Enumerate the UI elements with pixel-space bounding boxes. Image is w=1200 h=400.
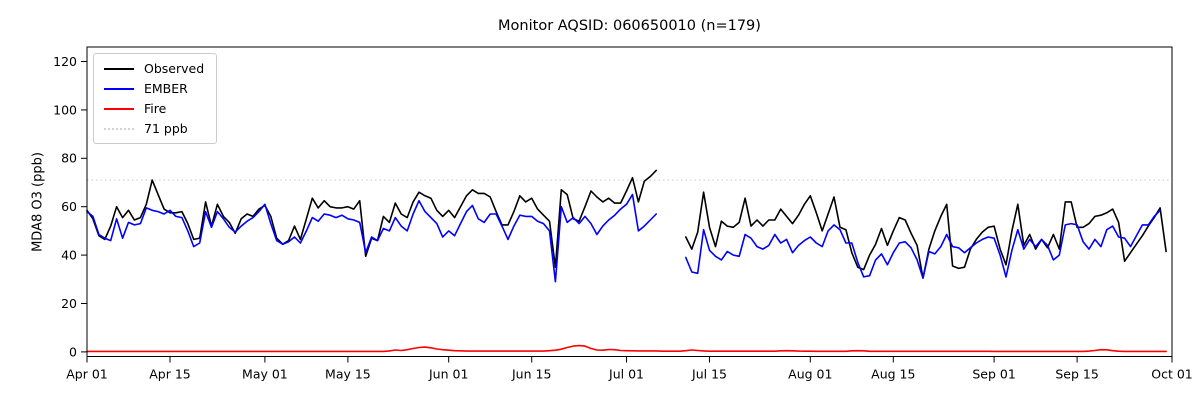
observed-line-sample	[104, 67, 134, 70]
ember-series-line	[86, 193, 1161, 283]
y-tick-label: 60	[61, 199, 77, 214]
x-tick-label: Apr 01	[66, 367, 108, 382]
x-tick-label: Aug 01	[788, 367, 832, 382]
y-tick-label: 0	[69, 344, 77, 359]
legend-item-observed: Observed	[104, 61, 204, 76]
legend-label-observed: Observed	[144, 61, 205, 76]
x-tick-label: Apr 15	[149, 367, 191, 382]
legend-label-threshold: 71 ppb	[144, 121, 188, 136]
x-tick-label: May 01	[242, 367, 288, 382]
ember-line-sample	[104, 87, 134, 90]
legend-label-ember: EMBER	[144, 81, 188, 96]
axes-box	[86, 46, 1173, 357]
x-tick-label: May 15	[325, 367, 371, 382]
legend: Observed EMBER Fire 71 ppb	[93, 53, 218, 144]
x-tick-label: Oct 01	[1151, 367, 1193, 382]
threshold-line-sample	[104, 127, 134, 130]
x-tick-label: Jul 15	[691, 367, 727, 382]
y-tick-label: 20	[61, 296, 77, 311]
legend-label-fire: Fire	[144, 101, 167, 116]
legend-item-threshold: 71 ppb	[104, 121, 204, 136]
x-tick-label: Jun 15	[511, 367, 551, 382]
x-tick-label: Jun 01	[428, 367, 468, 382]
y-tick-label: 120	[53, 54, 77, 69]
x-tick-label: Aug 15	[871, 367, 915, 382]
chart-title: Monitor AQSID: 060650010 (n=179)	[498, 18, 761, 34]
x-tick-label: Jul 01	[608, 367, 644, 382]
x-tick-label: Sep 15	[1055, 367, 1098, 382]
y-tick-label: 100	[53, 102, 77, 117]
observed-series-line	[86, 169, 1167, 279]
legend-item-fire: Fire	[104, 101, 204, 116]
x-tick-label: Sep 01	[972, 367, 1015, 382]
legend-item-ember: EMBER	[104, 81, 204, 96]
fire-line-sample	[104, 107, 134, 110]
fire-series-line	[86, 344, 1167, 353]
y-tick-label: 80	[61, 151, 77, 166]
y-tick-label: 40	[61, 247, 77, 262]
